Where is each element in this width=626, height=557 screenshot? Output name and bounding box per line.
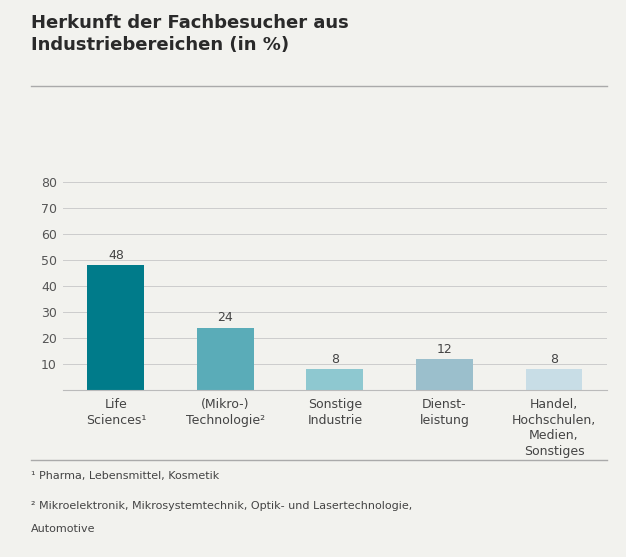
Text: Industriebereichen (in %): Industriebereichen (in %) <box>31 36 289 54</box>
Text: ² Mikroelektronik, Mikrosystemtechnik, Optik- und Lasertechnologie,: ² Mikroelektronik, Mikrosystemtechnik, O… <box>31 501 413 511</box>
Text: 8: 8 <box>331 353 339 366</box>
Text: 48: 48 <box>108 249 124 262</box>
Text: Herkunft der Fachbesucher aus: Herkunft der Fachbesucher aus <box>31 14 349 32</box>
Text: Automotive: Automotive <box>31 524 96 534</box>
Text: 24: 24 <box>217 311 233 324</box>
Bar <box>416 359 473 390</box>
Text: 8: 8 <box>550 353 558 366</box>
Bar <box>307 369 363 390</box>
Text: 12: 12 <box>436 343 453 355</box>
Text: ¹ Pharma, Lebensmittel, Kosmetik: ¹ Pharma, Lebensmittel, Kosmetik <box>31 471 220 481</box>
Bar <box>525 369 582 390</box>
Bar <box>88 265 145 390</box>
Bar <box>197 328 254 390</box>
